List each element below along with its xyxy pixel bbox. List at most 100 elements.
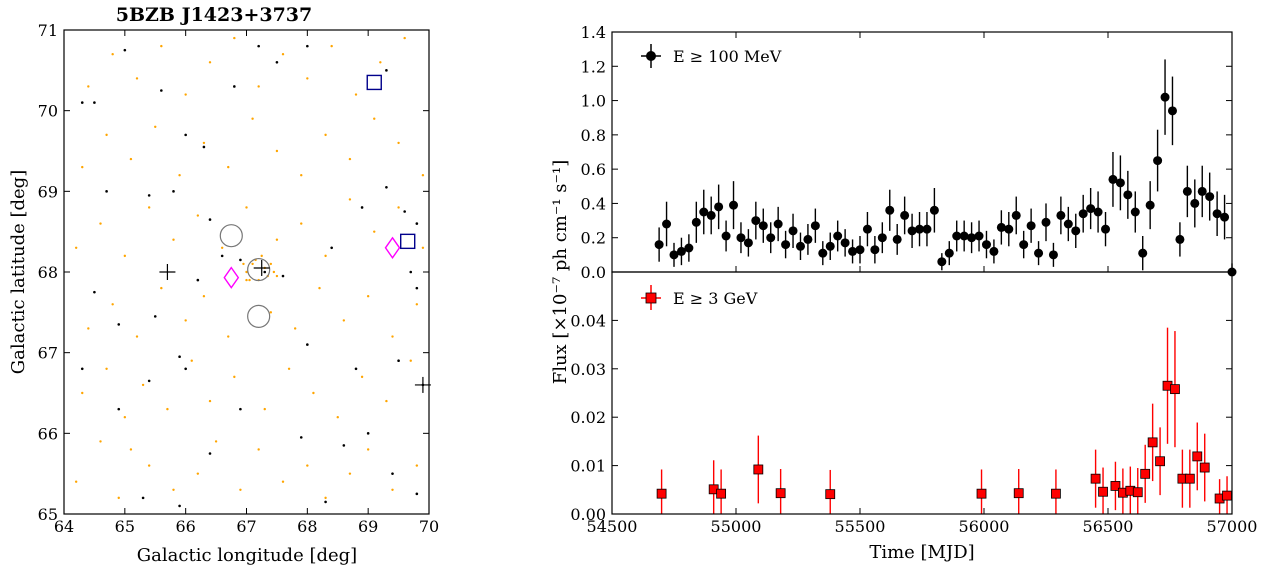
- upper-data-point: [1160, 92, 1170, 102]
- black-source-point: [160, 89, 163, 92]
- light-curve-x-axis-label: Time [MJD]: [869, 542, 974, 563]
- black-source-point: [93, 290, 96, 294]
- upper-y-tick-label: 0.2: [581, 229, 606, 248]
- black-source-point: [330, 246, 333, 250]
- lower-data-point: [1199, 462, 1210, 473]
- upper-data-point: [751, 216, 761, 226]
- lower-data-point: [716, 488, 727, 499]
- orange-source-point: [318, 286, 321, 290]
- orange-source-point: [248, 278, 251, 282]
- orange-source-point: [105, 367, 108, 370]
- upper-data-point: [1101, 224, 1111, 234]
- orange-source-point: [257, 448, 260, 451]
- orange-source-point: [245, 270, 248, 274]
- map-points: [74, 36, 431, 508]
- diamond-marker: [223, 266, 240, 289]
- lower-data-point: [1090, 473, 1101, 484]
- upper-data-point: [915, 224, 925, 234]
- orange-source-point: [154, 125, 157, 128]
- lower-y-tick-label: 0.01: [570, 457, 606, 476]
- black-source-point: [239, 258, 242, 262]
- upper-data-point: [1190, 198, 1200, 208]
- lower-y-tick-label: 0.04: [570, 311, 606, 330]
- lower-y-tick-label: 0.02: [570, 408, 606, 427]
- upper-data-point: [1026, 221, 1036, 231]
- black-source-point: [239, 407, 242, 411]
- lower-panel-marks: [656, 327, 1232, 514]
- orange-source-point: [330, 44, 333, 48]
- upper-legend: E ≥ 100 MeV: [641, 44, 782, 68]
- map-x-tick-label: 70: [419, 517, 439, 536]
- upper-data-point: [795, 241, 805, 251]
- lower-y-tick-label: 0.03: [570, 360, 606, 379]
- map-x-tick-label: 66: [175, 517, 195, 536]
- upper-legend-label: E ≥ 100 MeV: [673, 47, 782, 66]
- orange-source-point: [135, 335, 139, 338]
- orange-source-point: [239, 488, 242, 491]
- orange-source-point: [99, 222, 102, 225]
- lc-x-tick-label: 54500: [587, 517, 638, 536]
- orange-source-point: [275, 274, 279, 278]
- orange-source-point: [281, 480, 285, 483]
- orange-source-point: [275, 238, 279, 241]
- lower-data-point: [1098, 486, 1108, 497]
- upper-data-point: [833, 231, 843, 241]
- black-source-point: [385, 186, 388, 189]
- orange-source-point: [129, 157, 133, 161]
- upper-data-point: [766, 233, 776, 243]
- black-source-point: [409, 270, 413, 274]
- black-source-point: [178, 355, 181, 359]
- map-y-tick-label: 69: [38, 182, 58, 201]
- upper-data-point: [803, 234, 813, 244]
- lower-data-point: [1140, 468, 1151, 479]
- orange-source-point: [366, 295, 370, 298]
- black-source-point: [184, 367, 187, 371]
- upper-data-point: [1086, 204, 1096, 214]
- black-source-point: [415, 286, 419, 290]
- black-source-point: [306, 343, 309, 346]
- upper-data-point: [1115, 178, 1125, 188]
- upper-data-point: [929, 205, 939, 215]
- map-y-tick-label: 65: [38, 505, 58, 524]
- square-marker: [400, 233, 416, 250]
- upper-data-point: [1041, 217, 1051, 227]
- lower-data-point: [1147, 437, 1158, 448]
- black-source-point: [342, 444, 346, 447]
- upper-data-point: [1063, 219, 1073, 229]
- black-source-point: [391, 472, 394, 475]
- orange-source-point: [354, 93, 358, 96]
- map-y-tick-label: 70: [38, 102, 58, 121]
- upper-data-point: [967, 233, 977, 243]
- orange-source-point: [227, 165, 230, 169]
- upper-data-point: [1034, 248, 1044, 258]
- upper-data-point: [1004, 224, 1014, 234]
- upper-data-point: [699, 207, 709, 217]
- black-source-point: [208, 452, 212, 455]
- orange-source-point: [421, 174, 425, 177]
- orange-source-point: [391, 488, 394, 491]
- orange-source-point: [245, 278, 248, 282]
- upper-panel-marks: [654, 59, 1237, 277]
- map-x-axis-label: Galactic longitude [deg]: [137, 545, 357, 566]
- upper-y-tick-label: 1.0: [581, 92, 606, 111]
- black-source-point: [385, 69, 388, 72]
- orange-source-point: [397, 206, 400, 209]
- map-y-tick-label: 71: [38, 21, 58, 40]
- black-source-point: [281, 274, 285, 278]
- square-marker: [366, 74, 382, 91]
- orange-source-point: [233, 36, 236, 40]
- orange-source-point: [184, 93, 187, 96]
- orange-source-point: [251, 117, 254, 120]
- upper-data-point: [907, 226, 917, 236]
- orange-source-point: [336, 416, 339, 419]
- upper-data-point: [1205, 192, 1215, 202]
- orange-source-point: [214, 440, 218, 443]
- orange-source-point: [87, 327, 90, 330]
- black-source-point: [153, 315, 157, 318]
- orange-source-point: [373, 117, 376, 120]
- upper-data-point: [662, 219, 672, 229]
- black-source-point: [415, 492, 419, 496]
- orange-source-point: [306, 464, 309, 467]
- lower-legend-marker: [645, 292, 657, 304]
- orange-source-point: [160, 44, 163, 48]
